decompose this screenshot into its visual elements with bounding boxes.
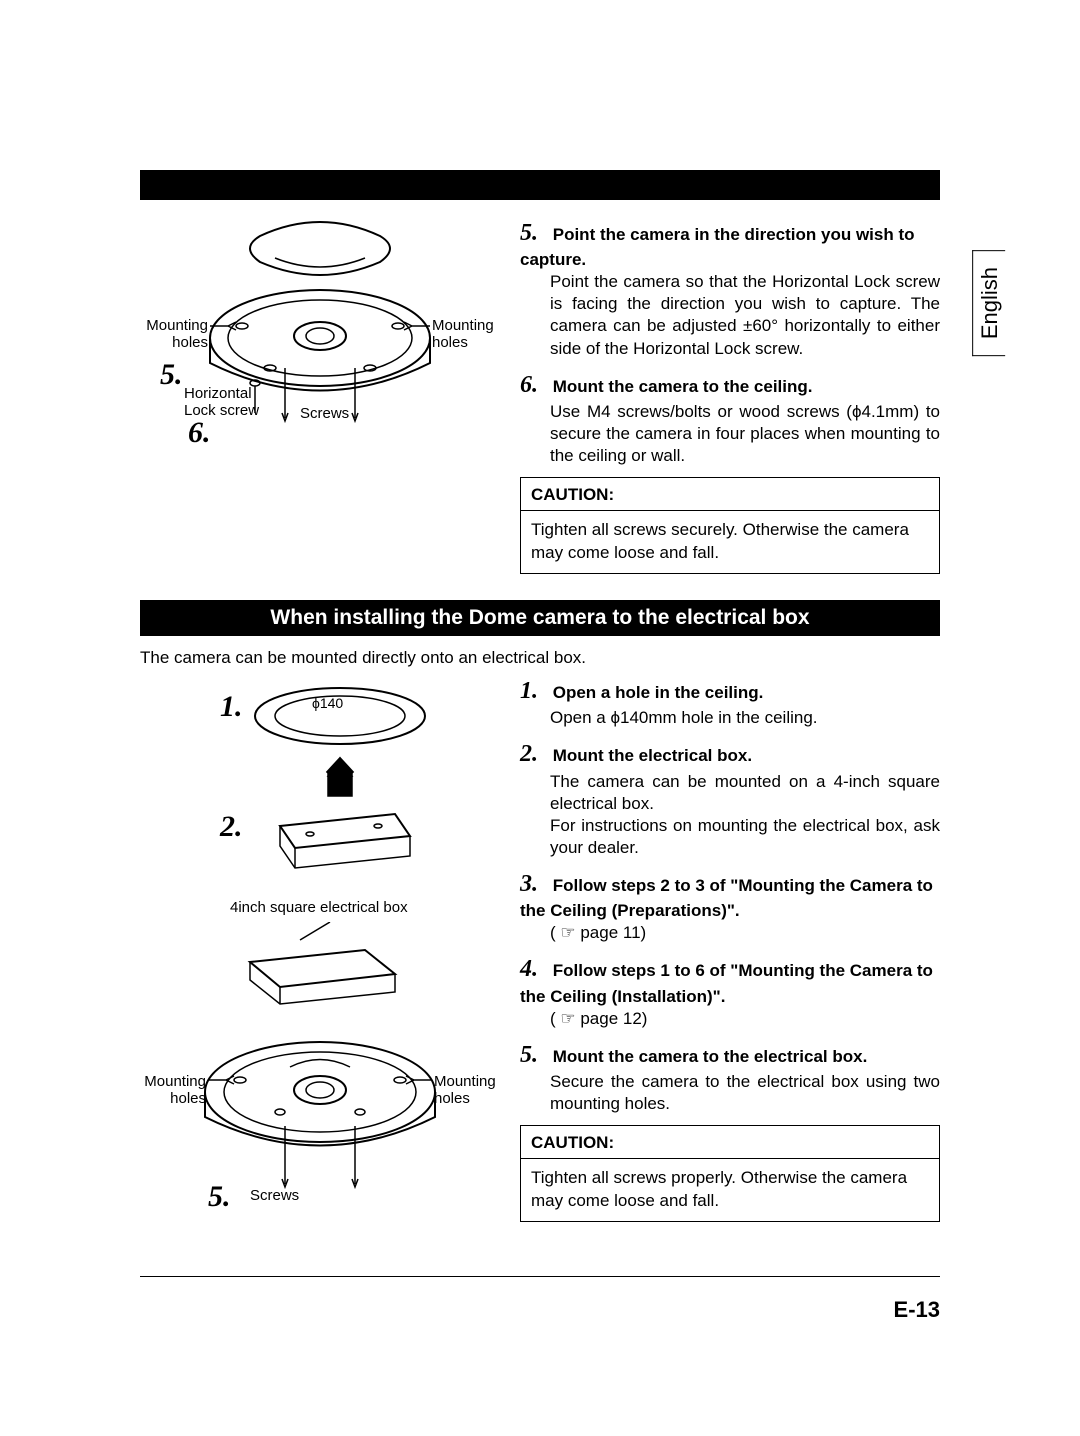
diagram-step1-marker: 1. bbox=[220, 690, 243, 724]
step6: 6. Mount the camera to the ceiling. Use … bbox=[520, 370, 940, 467]
diagram-step5-marker-bottom: 5. bbox=[208, 1180, 231, 1214]
section-header: When installing the Dome camera to the e… bbox=[140, 600, 940, 636]
bstep5-body: Secure the camera to the electrical box … bbox=[550, 1071, 940, 1115]
ceiling-hole-diagram: ϕ140 bbox=[140, 676, 500, 876]
caution-box-top: CAUTION: Tighten all screws securely. Ot… bbox=[520, 477, 940, 574]
label-mounting-right-bottom: Mounting holes bbox=[434, 1074, 496, 1107]
top-text: 5. Point the camera in the direction you… bbox=[520, 218, 940, 574]
step6-heading: Mount the camera to the ceiling. bbox=[553, 377, 813, 396]
bstep3-num: 3. bbox=[520, 869, 548, 900]
bottom-text: 1. Open a hole in the ceiling. Open a ϕ1… bbox=[520, 676, 940, 1246]
step6-num: 6. bbox=[520, 370, 548, 401]
bstep4: 4. Follow steps 1 to 6 of "Mounting the … bbox=[520, 954, 940, 1029]
bstep2-heading: Mount the electrical box. bbox=[553, 746, 752, 765]
step5-num: 5. bbox=[520, 218, 548, 249]
caution-title-bottom: CAUTION: bbox=[521, 1126, 939, 1159]
bstep2-body: The camera can be mounted on a 4-inch sq… bbox=[550, 771, 940, 859]
bstep2-num: 2. bbox=[520, 739, 548, 770]
bstep1-heading: Open a hole in the ceiling. bbox=[553, 683, 764, 702]
caution-box-bottom: CAUTION: Tighten all screws properly. Ot… bbox=[520, 1125, 940, 1222]
bstep5-num: 5. bbox=[520, 1040, 548, 1071]
step6-body: Use M4 screws/bolts or wood screws (ϕ4.1… bbox=[550, 401, 940, 467]
bottom-section: ϕ140 1. 2. 4inch square electrical box bbox=[140, 676, 940, 1246]
label-screws-top: Screws bbox=[300, 406, 349, 423]
language-tab: English bbox=[972, 250, 1005, 356]
caution-body-bottom: Tighten all screws properly. Otherwise t… bbox=[521, 1159, 939, 1221]
diagram-step2-marker: 2. bbox=[220, 810, 243, 844]
top-black-bar bbox=[140, 170, 940, 200]
page-content: Mounting holes Mounting holes Horizontal… bbox=[140, 170, 940, 1277]
bstep4-heading: Follow steps 1 to 6 of "Mounting the Cam… bbox=[520, 961, 933, 1005]
bottom-divider bbox=[140, 1276, 940, 1277]
bstep1: 1. Open a hole in the ceiling. Open a ϕ1… bbox=[520, 676, 940, 729]
caution-body-top: Tighten all screws securely. Otherwise t… bbox=[521, 511, 939, 573]
top-diagram: Mounting holes Mounting holes Horizontal… bbox=[140, 218, 500, 478]
bstep3-heading: Follow steps 2 to 3 of "Mounting the Cam… bbox=[520, 876, 933, 920]
step5: 5. Point the camera in the direction you… bbox=[520, 218, 940, 360]
label-screws-bottom: Screws bbox=[250, 1188, 299, 1205]
bstep5-heading: Mount the camera to the electrical box. bbox=[553, 1047, 868, 1066]
bstep3-body: ( ☞ page 11) bbox=[550, 922, 940, 944]
top-section: Mounting holes Mounting holes Horizontal… bbox=[140, 218, 940, 574]
bstep5: 5. Mount the camera to the electrical bo… bbox=[520, 1040, 940, 1115]
diagram-step5-marker: 5. bbox=[160, 358, 183, 392]
page-number: E-13 bbox=[894, 1297, 940, 1323]
bottom-diagram: ϕ140 1. 2. 4inch square electrical box bbox=[140, 676, 500, 1246]
label-mounting-left-bottom: Mounting holes bbox=[140, 1074, 206, 1107]
intro-text: The camera can be mounted directly onto … bbox=[140, 648, 940, 668]
step5-heading: Point the camera in the direction you wi… bbox=[520, 225, 915, 269]
ebox-label: 4inch square electrical box bbox=[230, 900, 408, 917]
caution-title-top: CAUTION: bbox=[521, 478, 939, 511]
bstep1-body: Open a ϕ140mm hole in the ceiling. bbox=[550, 707, 940, 729]
label-mounting-left: Mounting holes bbox=[140, 318, 208, 351]
bstep1-num: 1. bbox=[520, 676, 548, 707]
hole-size-label: ϕ140 bbox=[312, 695, 343, 711]
bstep3: 3. Follow steps 2 to 3 of "Mounting the … bbox=[520, 869, 940, 944]
bstep2: 2. Mount the electrical box. The camera … bbox=[520, 739, 940, 859]
step5-body: Point the camera so that the Horizontal … bbox=[550, 271, 940, 359]
label-horizontal-lock: Horizontal Lock screw bbox=[184, 386, 259, 419]
bstep4-body: ( ☞ page 12) bbox=[550, 1008, 940, 1030]
label-mounting-right: Mounting holes bbox=[432, 318, 494, 351]
bstep4-num: 4. bbox=[520, 954, 548, 985]
diagram-step6-marker: 6. bbox=[188, 416, 211, 450]
